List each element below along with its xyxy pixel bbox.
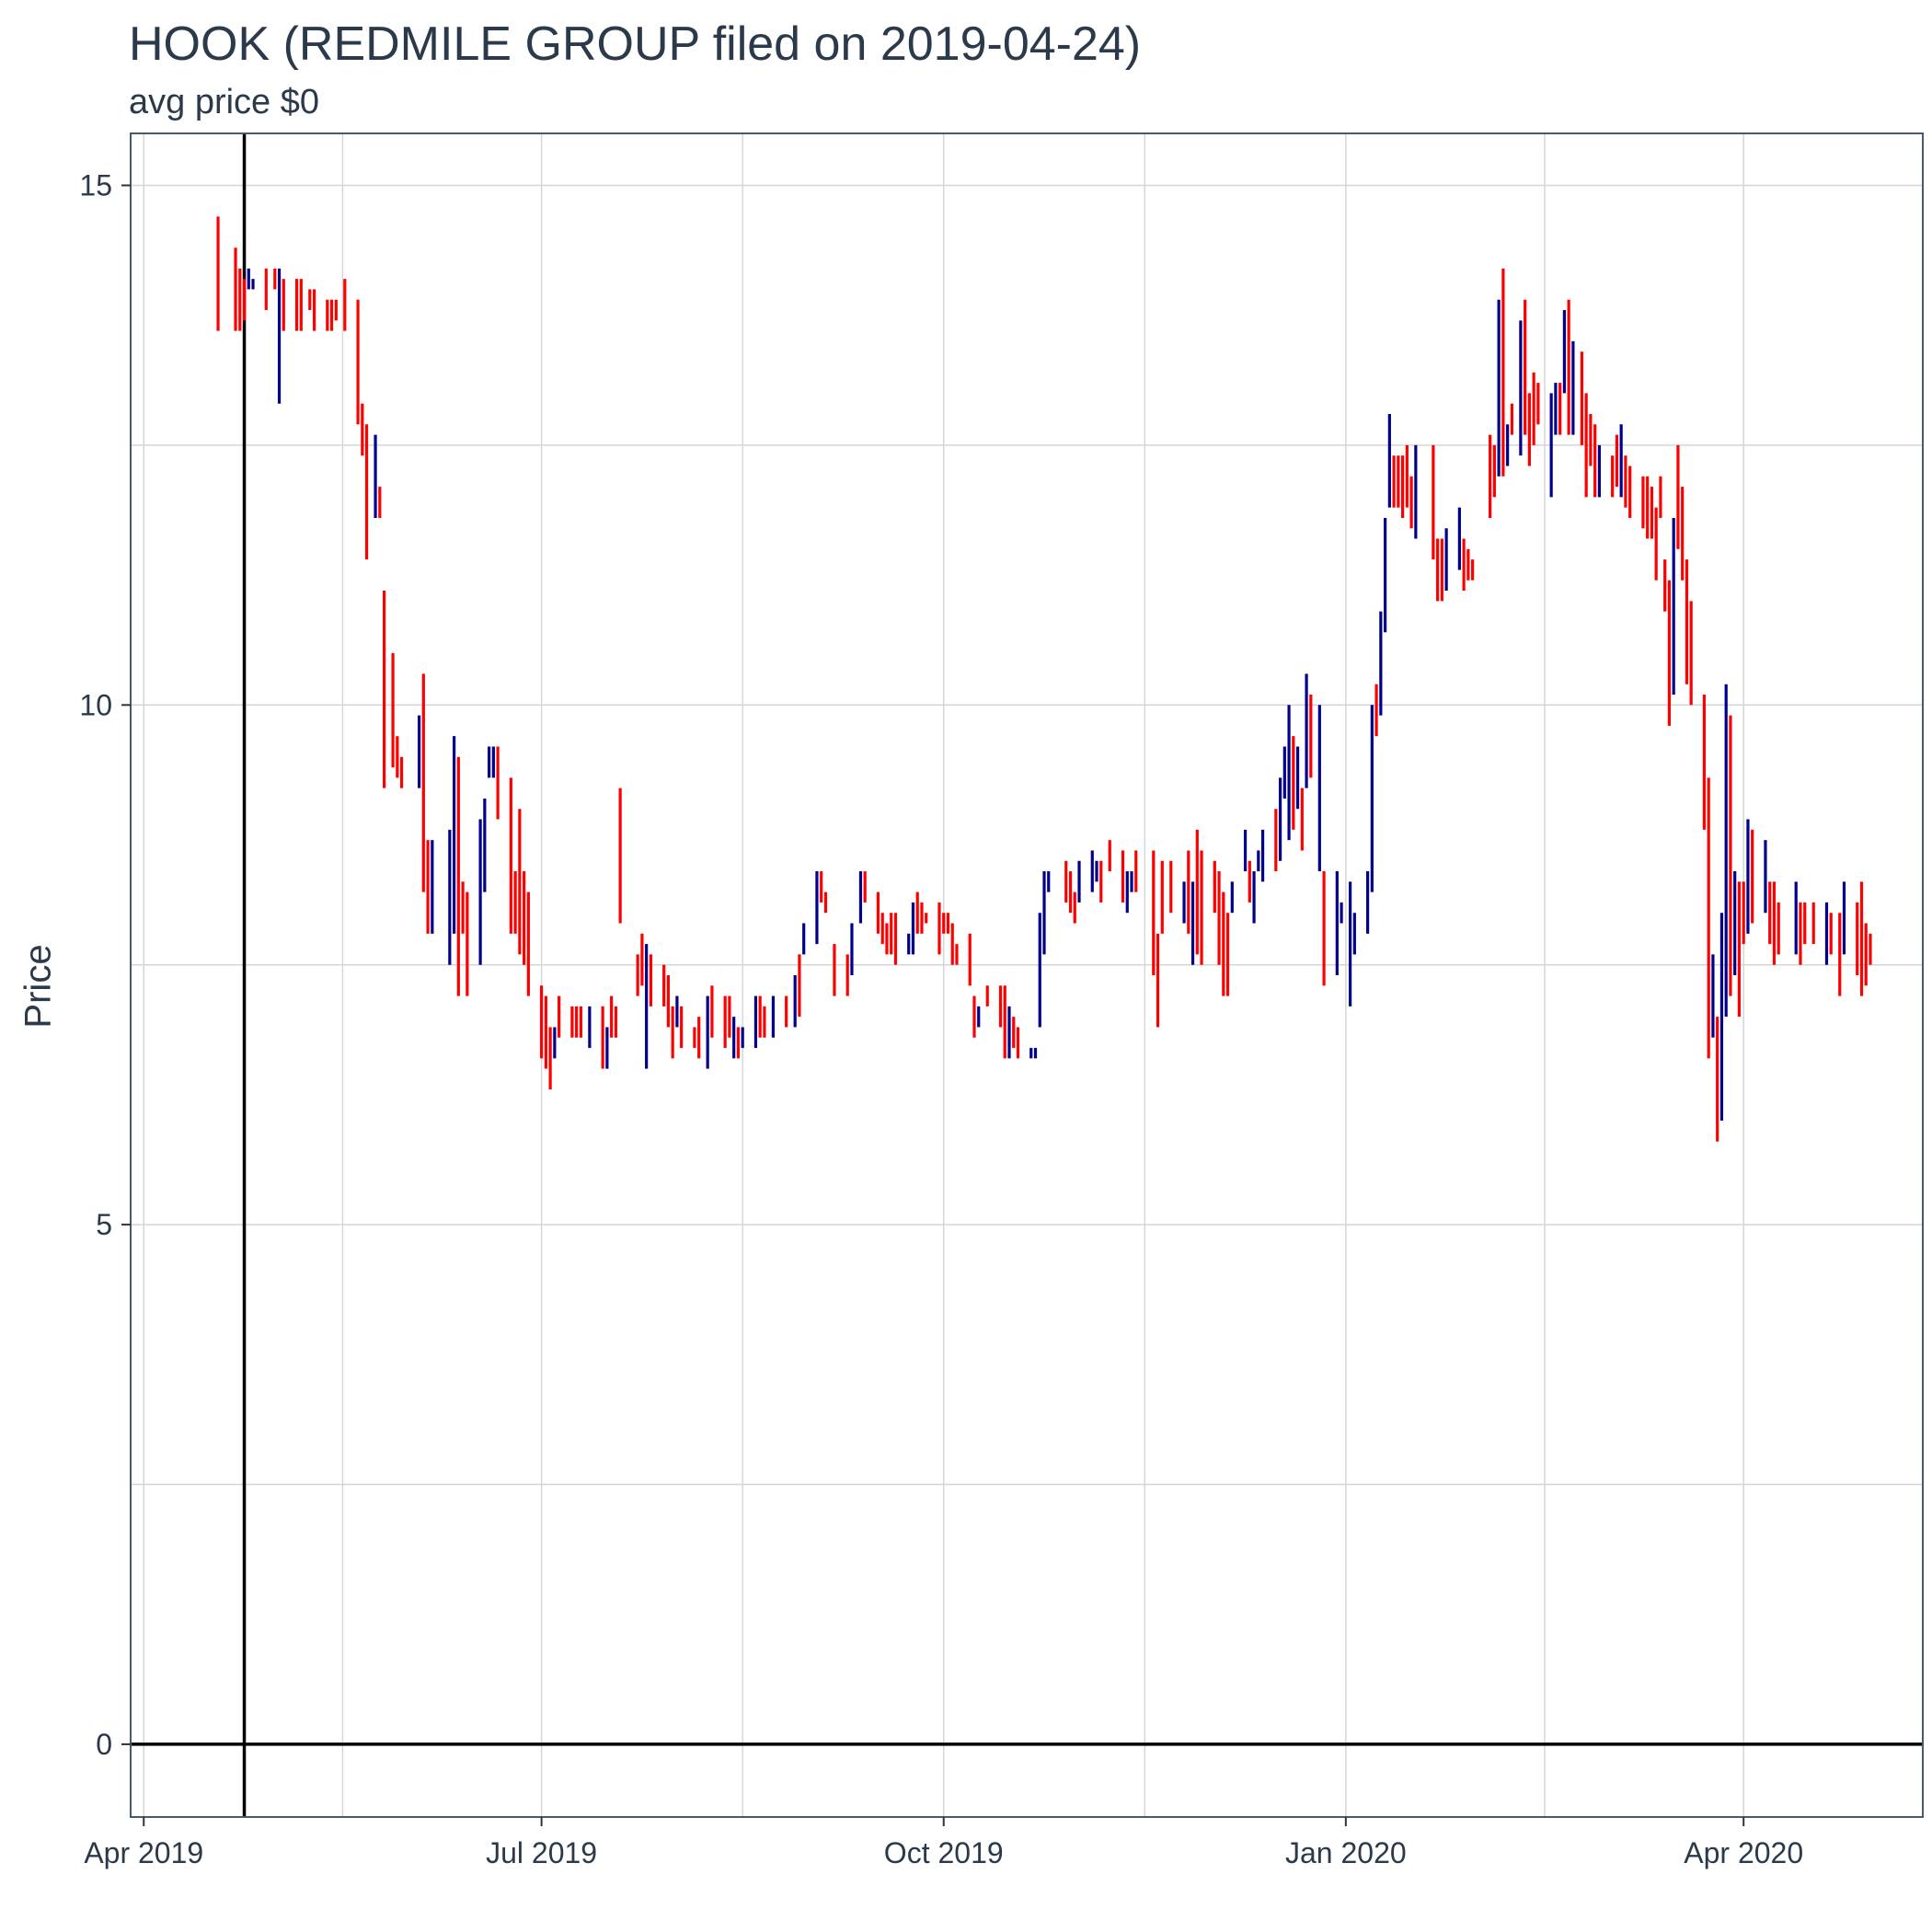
x-axis-ticks: Apr 2019 Jul 2019 Oct 2019 Jan 2020 Apr 2020 [84,1817,1803,1869]
y-axis-ticks: 0 5 10 15 [79,168,131,1761]
reference-lines [131,133,1923,1817]
price-bars [216,216,1872,1142]
y-tick-label: 0 [96,1728,112,1761]
grid-lines [131,133,1923,1817]
y-tick-label: 15 [79,168,112,201]
y-tick-label: 10 [79,688,112,721]
x-tick-label: Jul 2019 [486,1836,597,1869]
chart-subtitle: avg price $0 [129,83,320,121]
plot-frame [130,132,1924,1818]
x-tick-label: Jan 2020 [1285,1836,1407,1869]
chart-title: HOOK (REDMILE GROUP filed on 2019-04-24) [129,17,1142,71]
x-tick-label: Oct 2019 [884,1836,1004,1869]
x-tick-label: Apr 2020 [1684,1836,1803,1869]
y-tick-label: 5 [96,1208,112,1241]
x-tick-label: Apr 2019 [84,1836,203,1869]
